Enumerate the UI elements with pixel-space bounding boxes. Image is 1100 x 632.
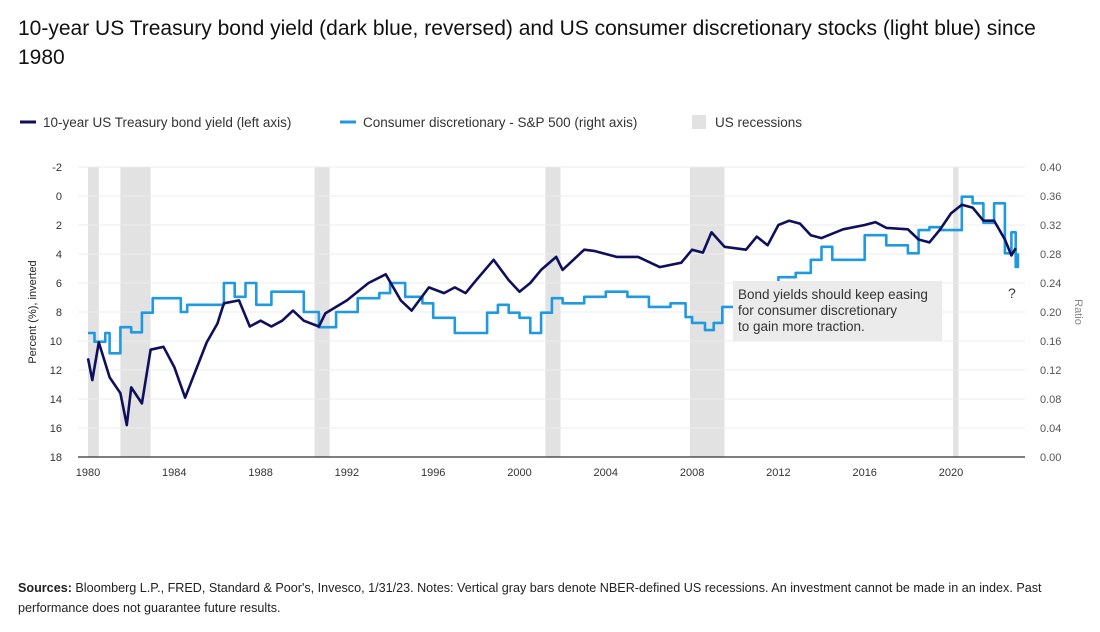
left-axis-label: Percent (%), inverted — [27, 260, 39, 363]
left-axis-tick-label: 18 — [50, 452, 62, 464]
left-axis-tick-label: 8 — [56, 307, 62, 319]
right-axis-tick-label: 0.32 — [1040, 220, 1061, 232]
left-axis-tick-label: -2 — [52, 162, 62, 174]
sources-label: Sources: — [18, 581, 72, 595]
series-line-consumer-discretionary — [88, 195, 1020, 355]
left-axis-tick-label: 16 — [50, 423, 62, 435]
right-axis-tick-label: 0.08 — [1040, 394, 1061, 406]
legend-swatch — [692, 115, 706, 129]
right-axis-label: Ratio — [1072, 299, 1084, 325]
annotation-box — [733, 281, 942, 341]
series-lines — [86, 195, 1020, 427]
left-axis-tick-label: 4 — [56, 249, 62, 261]
annotation-line-1: Bond yields should keep easing — [738, 287, 928, 302]
right-axis-tick-label: 0.16 — [1040, 336, 1061, 348]
sources-text: Bloomberg L.P., FRED, Standard & Poor's,… — [18, 581, 1042, 615]
left-axis-tick-label: 2 — [56, 220, 62, 232]
x-axis-tick-label: 2016 — [852, 467, 876, 479]
sources-note: Sources: Bloomberg L.P., FRED, Standard … — [18, 578, 1083, 618]
annotation-question-mark: ? — [1008, 285, 1016, 301]
x-axis-tick-label: 2000 — [507, 467, 531, 479]
x-axis-tick-label: 1984 — [162, 467, 186, 479]
right-axis-tick-label: 0.40 — [1040, 162, 1061, 174]
chart-title: 10-year US Treasury bond yield (dark blu… — [18, 17, 1036, 69]
right-axis-tick-label: 0.00 — [1040, 452, 1061, 464]
x-axis-tick-label: 1988 — [248, 467, 272, 479]
series-line-treasury-yield — [86, 203, 1017, 427]
right-axis-tick-label: 0.28 — [1040, 249, 1061, 261]
legend-label: US recessions — [715, 115, 802, 130]
left-axis-tick-label: 6 — [56, 278, 62, 290]
left-axis-tick-label: 12 — [50, 365, 62, 377]
x-axis-tick-label: 2004 — [594, 467, 618, 479]
x-axis-tick-label: 1980 — [76, 467, 100, 479]
legend: 10-year US Treasury bond yield (left axi… — [20, 115, 802, 130]
left-axis-tick-label: 0 — [56, 191, 62, 203]
x-axis-tick-label: 1996 — [421, 467, 445, 479]
legend-label: Consumer discretionary - S&P 500 (right … — [363, 115, 637, 130]
right-axis-tick-label: 0.36 — [1040, 191, 1061, 203]
legend-label: 10-year US Treasury bond yield (left axi… — [43, 115, 291, 130]
annotation: Bond yields should keep easing for consu… — [733, 281, 1016, 341]
annotation-line-2: for consumer discretionary — [738, 303, 897, 318]
x-axis-tick-label: 2008 — [680, 467, 704, 479]
axes: -2 0.40 0 0.36 2 0.32 4 0.28 6 0.24 8 0.20 10 0.16 12 0… — [50, 162, 1062, 479]
x-axis-tick-label: 1992 — [335, 467, 359, 479]
x-axis-tick-label: 2012 — [766, 467, 790, 479]
right-axis-tick-label: 0.20 — [1040, 307, 1061, 319]
right-axis-tick-label: 0.12 — [1040, 365, 1061, 377]
annotation-line-3: to gain more traction. — [738, 319, 865, 334]
left-axis-tick-label: 10 — [50, 336, 62, 348]
right-axis-tick-label: 0.04 — [1040, 423, 1061, 435]
right-axis-tick-label: 0.24 — [1040, 278, 1061, 290]
left-axis-tick-label: 14 — [50, 394, 62, 406]
x-axis-tick-label: 2020 — [939, 467, 963, 479]
